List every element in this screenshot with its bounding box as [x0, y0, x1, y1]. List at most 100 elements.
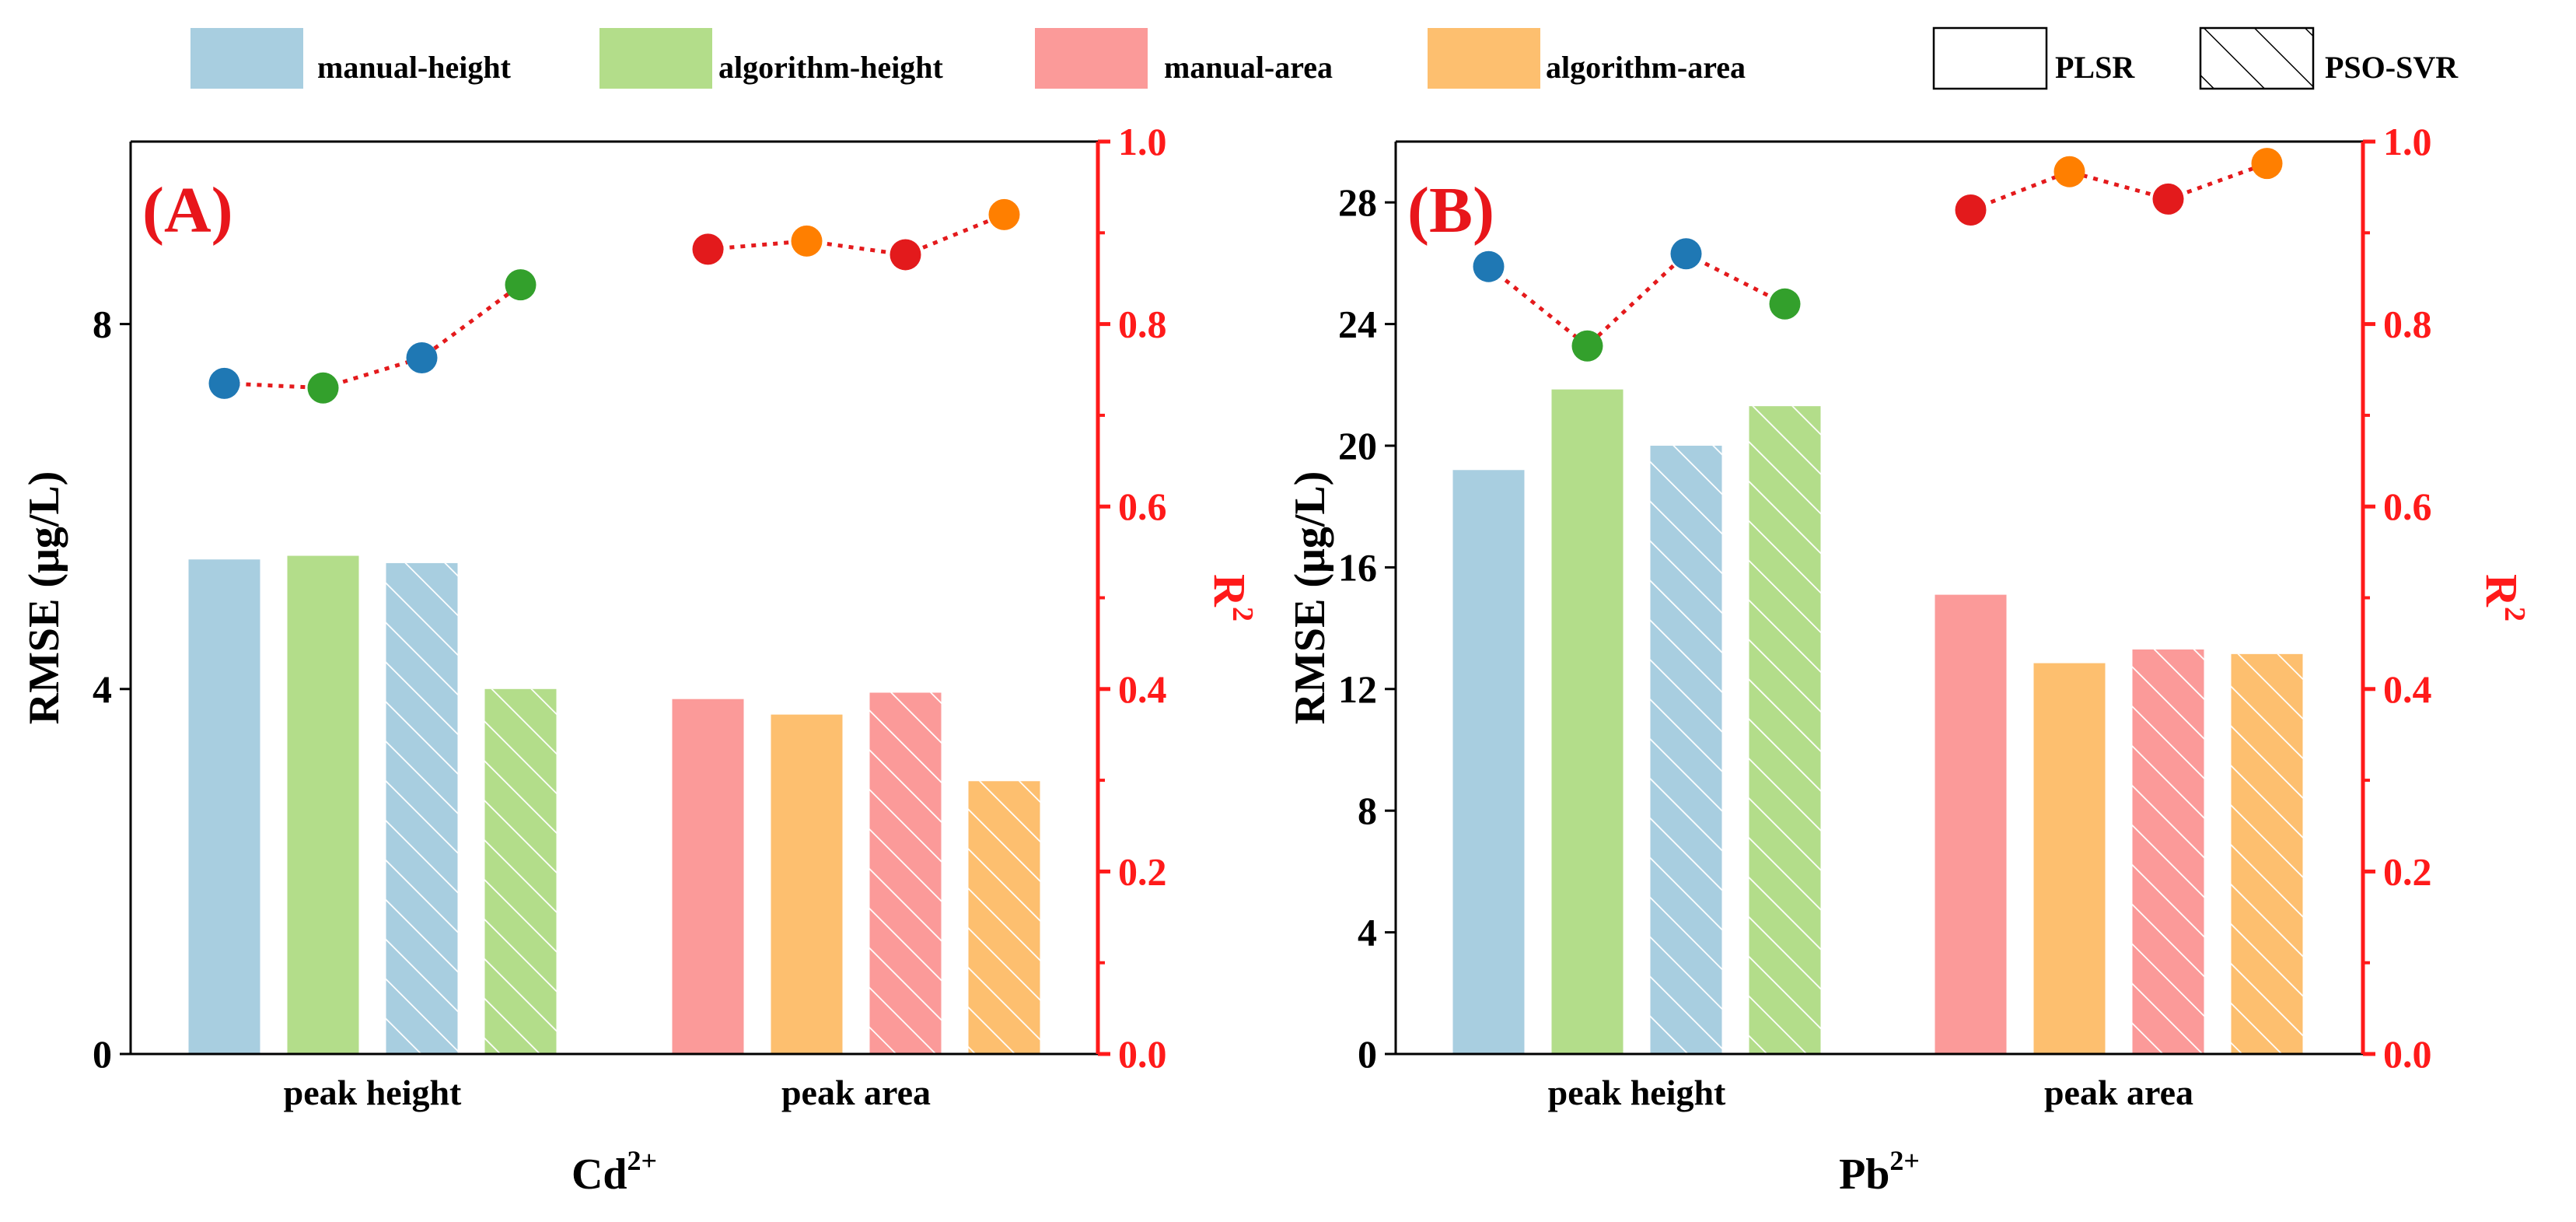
x-axis-title: Pb2+	[1839, 1145, 1920, 1199]
y2-tick-label: 0.0	[1118, 1032, 1167, 1076]
y-tick-label: 12	[1338, 667, 1377, 711]
panel-label: (B)	[1407, 174, 1494, 247]
y2-axis-title: R2	[2476, 574, 2531, 622]
x-axis-title-sup: 2+	[1889, 1145, 1920, 1176]
chart-panels: 0 4 8 0.0 0.2 0.4 0.6 0.8 1.0 peak height peak are…	[20, 120, 2531, 1199]
y-axis-title: RMSE (μg/L)	[20, 471, 68, 725]
bar-series	[1452, 389, 2303, 1054]
y2-tick-label: 0.6	[1118, 485, 1167, 528]
y2-tick-label: 0.8	[1118, 303, 1167, 346]
bar-hatch	[2132, 649, 2204, 1054]
r2-point	[208, 367, 240, 399]
y2-tick-label: 0.2	[1118, 849, 1167, 893]
legend-swatch	[1428, 28, 1540, 89]
r2-series	[208, 198, 1020, 404]
legend-item: algorithm-height	[599, 28, 944, 89]
r2-point	[988, 198, 1020, 230]
bar	[287, 555, 359, 1054]
r2-point	[1670, 238, 1702, 270]
y-tick-label: 24	[1338, 303, 1377, 346]
y-axis-title: RMSE (μg/L)	[1286, 471, 1334, 725]
y-tick-label: 8	[1358, 789, 1377, 832]
r2-point	[307, 372, 339, 404]
bar	[672, 699, 744, 1054]
bar-hatch	[968, 781, 1040, 1054]
x-axis-title-base: Pb	[1839, 1150, 1889, 1199]
r2-line	[708, 212, 1005, 257]
bar	[1452, 470, 1525, 1054]
legend-swatch	[599, 28, 712, 89]
legend-item: PLSR	[1932, 26, 2135, 90]
legend-swatch	[2199, 26, 2315, 90]
legend-label: PSO-SVR	[2325, 50, 2459, 85]
r2-point	[2053, 156, 2085, 187]
y-tick-label: 28	[1338, 180, 1377, 224]
bar-hatch	[1749, 406, 1821, 1054]
x-axis-title-base: Cd	[571, 1150, 627, 1199]
bar	[2033, 663, 2106, 1054]
r2-point	[2251, 148, 2283, 180]
y-tick-label: 4	[1358, 911, 1377, 954]
legend-item: manual-area	[1035, 28, 1333, 89]
r2-point	[2152, 183, 2184, 215]
bar-hatch	[2231, 653, 2303, 1054]
r2-line	[1487, 251, 1786, 349]
r2-point	[505, 269, 537, 301]
y2-tick-label: 0.4	[1118, 667, 1167, 711]
chart-panel: 0 4 8 12 16 20 24 28 0.0 0.2 0.4 0.6 0.8 1.0 peak heig…	[1286, 120, 2531, 1199]
r2-point	[1769, 288, 1801, 320]
legend-label: manual-height	[317, 50, 512, 85]
y2-tick-label: 1.0	[2383, 120, 2432, 163]
panel-label: (A)	[142, 174, 233, 247]
bar	[1935, 594, 2007, 1054]
bar	[1551, 389, 1624, 1054]
y2-axis-title-base: R	[1204, 574, 1255, 607]
r2-point	[1473, 250, 1505, 282]
y-tick-label: 20	[1338, 424, 1377, 467]
y-tick-label: 0	[93, 1032, 112, 1076]
x-category-label: peak height	[284, 1073, 462, 1112]
legend-label: algorithm-area	[1546, 50, 1746, 85]
bar	[771, 714, 843, 1054]
r2-point	[1955, 194, 1987, 226]
y2-tick-label: 1.0	[1118, 120, 1167, 163]
y2-axis-title-sup: 2	[1226, 607, 1259, 622]
y-tick-label: 4	[93, 667, 112, 711]
bar	[188, 559, 260, 1054]
x-axis-title: Cd2+	[571, 1145, 657, 1199]
r2-point	[890, 239, 921, 271]
legend-label: PLSR	[2055, 50, 2135, 85]
y2-axis-title: R2	[1204, 574, 1259, 622]
r2-point	[406, 342, 438, 374]
y2-axis-title-sup: 2	[2498, 607, 2531, 622]
r2-line	[224, 283, 522, 390]
y-tick-label: 0	[1358, 1032, 1377, 1076]
y-tick-label: 8	[93, 303, 112, 346]
legend: manual-height algorithm-height manual-area…	[190, 26, 2459, 90]
bar-hatch	[386, 562, 458, 1054]
legend-item: PSO-SVR	[2199, 26, 2459, 90]
r2-line	[1970, 161, 2268, 212]
legend-label: manual-area	[1164, 50, 1333, 85]
r2-series	[1473, 148, 2283, 362]
x-category-label: peak height	[1548, 1073, 1726, 1112]
chart-panel: 0 4 8 0.0 0.2 0.4 0.6 0.8 1.0 peak height peak are…	[20, 120, 1259, 1199]
y2-tick-label: 0.0	[2383, 1032, 2432, 1076]
y-tick-label: 16	[1338, 545, 1377, 589]
bar-hatch	[1650, 446, 1722, 1054]
legend-swatch	[1035, 28, 1148, 89]
y2-tick-label: 0.8	[2383, 303, 2432, 346]
axes: 0 4 8 12 16 20 24 28 0.0 0.2 0.4 0.6 0.8 1.0 peak heig…	[1338, 120, 2432, 1112]
legend-swatch	[190, 28, 303, 89]
bar-hatch	[484, 688, 557, 1054]
y2-tick-label: 0.2	[2383, 849, 2432, 893]
r2-point	[791, 225, 823, 257]
x-category-label: peak area	[2044, 1073, 2193, 1112]
x-axis-title-sup: 2+	[627, 1145, 658, 1176]
legend-swatch	[1932, 26, 2048, 90]
y2-tick-label: 0.6	[2383, 485, 2432, 528]
r2-point	[1571, 330, 1603, 362]
y2-axis-title-base: R	[2476, 574, 2527, 607]
y2-tick-label: 0.4	[2383, 667, 2432, 711]
